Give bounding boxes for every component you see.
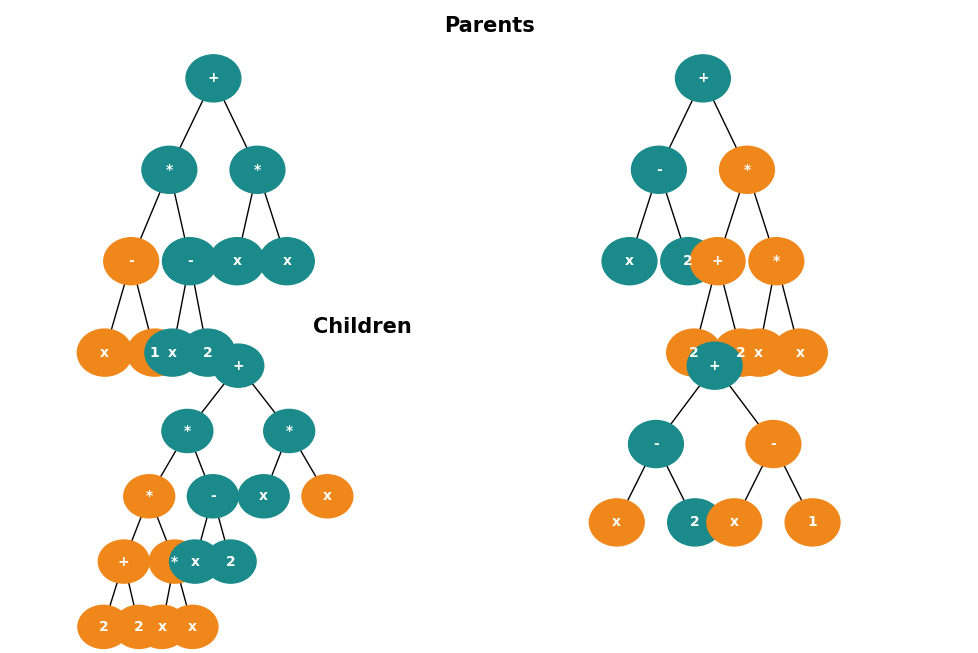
Ellipse shape xyxy=(667,499,722,546)
Text: 2: 2 xyxy=(735,345,745,360)
Text: -: - xyxy=(209,489,215,503)
Ellipse shape xyxy=(675,55,730,102)
Text: *: * xyxy=(184,424,191,438)
Ellipse shape xyxy=(136,605,187,648)
Text: 1: 1 xyxy=(150,345,159,360)
Text: x: x xyxy=(794,345,804,360)
Text: 2: 2 xyxy=(202,345,212,360)
Text: -: - xyxy=(770,437,776,451)
Ellipse shape xyxy=(772,329,826,376)
Ellipse shape xyxy=(230,146,285,193)
Text: x: x xyxy=(729,515,738,530)
Text: *: * xyxy=(253,163,261,177)
Text: x: x xyxy=(611,515,621,530)
Ellipse shape xyxy=(142,146,197,193)
Ellipse shape xyxy=(169,540,220,583)
Ellipse shape xyxy=(660,238,715,285)
Text: +: + xyxy=(696,71,708,86)
Text: -: - xyxy=(655,163,661,177)
Text: x: x xyxy=(259,489,268,503)
Ellipse shape xyxy=(745,421,800,468)
Ellipse shape xyxy=(631,146,686,193)
Ellipse shape xyxy=(167,605,218,648)
Ellipse shape xyxy=(687,342,741,389)
Text: *: * xyxy=(742,163,750,177)
Ellipse shape xyxy=(187,475,238,518)
Text: x: x xyxy=(100,345,110,360)
Ellipse shape xyxy=(748,238,803,285)
Ellipse shape xyxy=(180,329,235,376)
Text: 2: 2 xyxy=(683,254,692,268)
Text: 2: 2 xyxy=(99,620,109,634)
Text: +: + xyxy=(711,254,723,268)
Text: x: x xyxy=(624,254,634,268)
Ellipse shape xyxy=(601,238,656,285)
Text: *: * xyxy=(772,254,779,268)
Text: -: - xyxy=(652,437,658,451)
Text: Children: Children xyxy=(313,317,411,337)
Ellipse shape xyxy=(731,329,785,376)
Text: 1: 1 xyxy=(807,515,817,530)
Ellipse shape xyxy=(104,238,158,285)
Text: +: + xyxy=(207,71,219,86)
Ellipse shape xyxy=(589,499,644,546)
Ellipse shape xyxy=(706,499,761,546)
Ellipse shape xyxy=(145,329,200,376)
Ellipse shape xyxy=(162,238,217,285)
Text: *: * xyxy=(171,554,178,569)
Ellipse shape xyxy=(666,329,721,376)
Ellipse shape xyxy=(205,540,256,583)
Text: x: x xyxy=(188,620,197,634)
Ellipse shape xyxy=(263,409,314,453)
Ellipse shape xyxy=(161,409,212,453)
Ellipse shape xyxy=(689,238,744,285)
Ellipse shape xyxy=(628,421,683,468)
Ellipse shape xyxy=(259,238,314,285)
Text: 2: 2 xyxy=(689,345,698,360)
Text: *: * xyxy=(146,489,153,503)
Text: x: x xyxy=(282,254,291,268)
Text: 2: 2 xyxy=(226,554,236,569)
Text: x: x xyxy=(753,345,763,360)
Ellipse shape xyxy=(209,238,264,285)
Text: x: x xyxy=(167,345,177,360)
Text: -: - xyxy=(187,254,193,268)
Text: -: - xyxy=(128,254,134,268)
Text: +: + xyxy=(117,554,129,569)
Text: *: * xyxy=(286,424,292,438)
Ellipse shape xyxy=(713,329,768,376)
Ellipse shape xyxy=(719,146,774,193)
Ellipse shape xyxy=(149,540,200,583)
Text: x: x xyxy=(191,554,200,569)
Ellipse shape xyxy=(784,499,839,546)
Ellipse shape xyxy=(113,605,164,648)
Text: +: + xyxy=(708,358,720,373)
Ellipse shape xyxy=(212,344,263,387)
Ellipse shape xyxy=(98,540,149,583)
Ellipse shape xyxy=(238,475,289,518)
Ellipse shape xyxy=(78,605,129,648)
Text: x: x xyxy=(157,620,166,634)
Text: *: * xyxy=(165,163,173,177)
Ellipse shape xyxy=(127,329,182,376)
Ellipse shape xyxy=(301,475,352,518)
Text: +: + xyxy=(232,358,244,373)
Text: x: x xyxy=(232,254,242,268)
Text: Parents: Parents xyxy=(444,16,534,37)
Text: 2: 2 xyxy=(134,620,144,634)
Ellipse shape xyxy=(123,475,174,518)
Ellipse shape xyxy=(77,329,132,376)
Text: x: x xyxy=(323,489,332,503)
Ellipse shape xyxy=(186,55,241,102)
Text: 2: 2 xyxy=(689,515,699,530)
